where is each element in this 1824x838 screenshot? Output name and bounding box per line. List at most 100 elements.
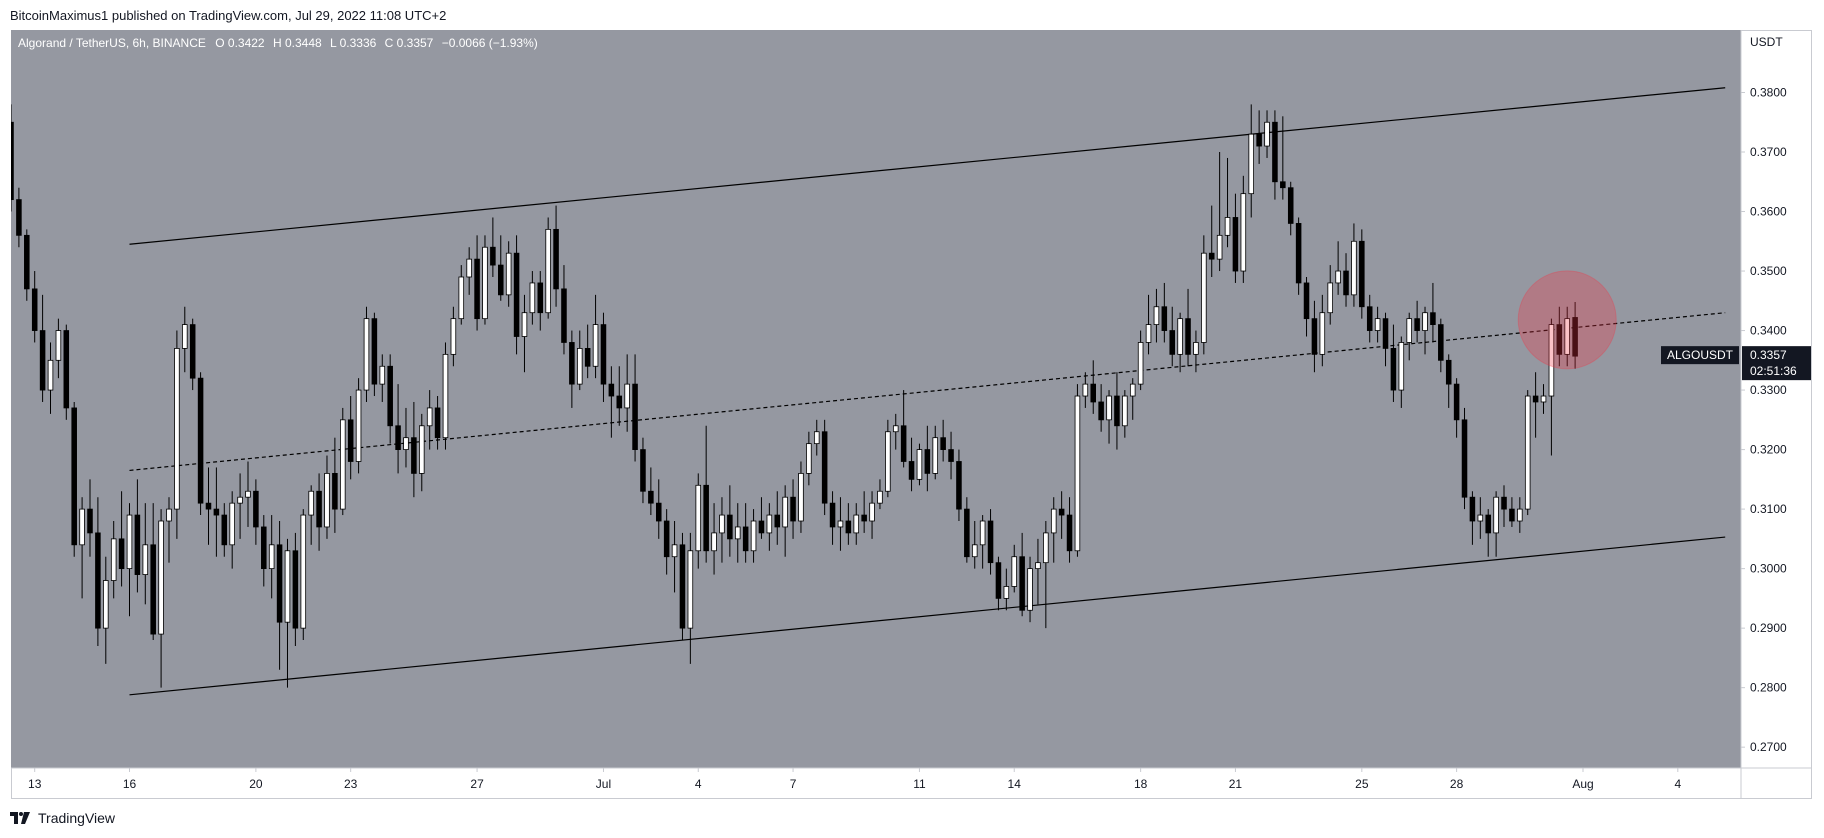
- candle-body: [379, 365, 386, 385]
- candle-body: [221, 514, 228, 546]
- candle-body: [1208, 252, 1215, 260]
- candle-body: [774, 514, 781, 528]
- candle: [237, 473, 243, 539]
- candle-body: [1201, 252, 1207, 343]
- candle-body: [1524, 395, 1531, 510]
- symbol-tag: [1661, 346, 1739, 365]
- candle-body: [1398, 342, 1405, 391]
- candle: [316, 473, 322, 551]
- candle: [110, 521, 117, 599]
- candle-body: [1058, 508, 1065, 516]
- candle-body: [308, 490, 314, 516]
- candle: [1240, 175, 1247, 283]
- legend-change: −0.0066 (−1.93%): [442, 36, 538, 50]
- candle: [371, 312, 378, 397]
- candle: [24, 229, 30, 301]
- candle-body: [1461, 419, 1468, 498]
- candle-body: [1193, 342, 1199, 355]
- candle-body: [1114, 395, 1120, 427]
- y-tick-label: 0.3600: [1750, 205, 1787, 219]
- ohlc-legend: Algorand / TetherUS, 6h, BINANCE O 0.342…: [18, 36, 538, 50]
- candle: [821, 419, 828, 516]
- candle-body: [1035, 562, 1041, 570]
- y-tick-label: 0.2800: [1750, 681, 1787, 695]
- candle-body: [403, 437, 409, 450]
- candle-body: [719, 514, 725, 534]
- time-axis[interactable]: 13 16 20 23 27 Jul 4 7 11 14 18 21 25 28 Aug 4: [28, 768, 1681, 791]
- candle-body: [229, 502, 235, 546]
- candle: [1027, 556, 1033, 623]
- candle-body: [750, 520, 757, 552]
- candle: [1106, 390, 1112, 444]
- candle: [71, 401, 77, 557]
- candle: [47, 342, 54, 414]
- candle-body: [545, 228, 551, 314]
- candle-body: [640, 449, 646, 492]
- candle-body: [561, 288, 567, 343]
- ohlc-legend-row: Algorand / TetherUS, 6h, BINANCE O 0.342…: [18, 36, 538, 50]
- candle: [450, 306, 457, 367]
- candle-body: [426, 407, 433, 427]
- candle: [908, 437, 915, 492]
- candle-body: [798, 472, 804, 522]
- candle: [1564, 306, 1570, 367]
- y-tick-label: 0.3800: [1750, 85, 1787, 99]
- candle-body: [11, 121, 14, 201]
- candle-body: [142, 544, 149, 575]
- publication-header: BitcoinMaximus1 published on TradingView…: [10, 6, 446, 26]
- candle-body: [174, 348, 180, 510]
- x-tick-label: 4: [1674, 777, 1681, 791]
- candle-body: [118, 538, 125, 570]
- candle: [245, 461, 251, 527]
- candle: [853, 503, 860, 545]
- candle: [1477, 497, 1484, 539]
- candle-body: [1074, 395, 1081, 552]
- candle: [284, 538, 291, 688]
- candle-body: [1319, 312, 1326, 355]
- candle-body: [940, 437, 946, 450]
- x-tick-label: 7: [790, 777, 797, 791]
- candle: [1090, 360, 1097, 414]
- candle-body: [292, 550, 299, 629]
- candle: [1390, 324, 1397, 402]
- candle: [490, 217, 496, 277]
- candle: [292, 532, 299, 646]
- candle-body: [648, 490, 654, 504]
- price-axis[interactable]: 0.3800 0.3700 0.3600 0.3500 0.3400 0.3300 0.32…: [1741, 85, 1787, 754]
- candle-body: [766, 514, 773, 534]
- candle-body: [1438, 324, 1444, 361]
- candle-body: [703, 484, 709, 552]
- plot-area[interactable]: [11, 30, 1741, 768]
- candle-body: [845, 520, 852, 534]
- candle: [742, 503, 749, 563]
- candle: [16, 187, 22, 248]
- candle: [655, 479, 662, 539]
- candle: [1272, 110, 1278, 200]
- candlestick-chart[interactable]: 0.3800 0.3700 0.3600 0.3500 0.3400 0.3300 0.32…: [11, 30, 1812, 799]
- candle-body: [158, 520, 164, 635]
- candle: [1382, 312, 1389, 367]
- candle: [458, 265, 465, 325]
- candle: [521, 294, 528, 373]
- candle-body: [205, 502, 212, 510]
- candle-body: [616, 395, 623, 409]
- candle: [118, 491, 125, 587]
- price-tag-box: [1742, 346, 1811, 381]
- candle-body: [671, 544, 678, 558]
- candle: [1161, 282, 1168, 343]
- candle-body: [679, 544, 686, 629]
- candle: [1572, 301, 1578, 369]
- candle-body: [355, 389, 362, 462]
- candle: [1003, 568, 1010, 611]
- candle: [537, 271, 544, 331]
- candle: [1177, 312, 1183, 373]
- candle: [1430, 282, 1436, 343]
- x-tick-label: 18: [1134, 777, 1148, 791]
- candle: [1280, 116, 1286, 200]
- candle-body: [1517, 508, 1523, 522]
- candle: [1398, 336, 1405, 408]
- candle-body: [363, 318, 370, 391]
- candle: [498, 235, 504, 301]
- candle: [964, 497, 970, 563]
- candle: [205, 467, 212, 545]
